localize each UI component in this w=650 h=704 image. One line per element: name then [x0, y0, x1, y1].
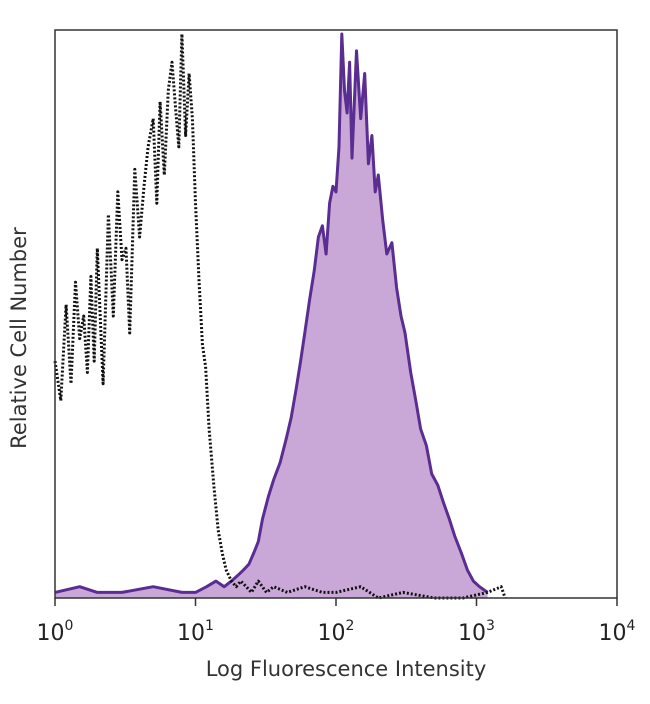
x-axis-tick-labels: 100 101 102 103 104: [37, 618, 636, 646]
x-tick-label: 102: [318, 618, 355, 646]
x-tick-label: 104: [599, 618, 636, 646]
y-axis-title: Relative Cell Number: [7, 227, 31, 449]
stained-population-fill: [55, 34, 488, 598]
x-axis-title: Log Fluorescence Intensity: [206, 657, 487, 681]
x-axis-ticks: [54, 598, 618, 606]
isotype-control-line: [53, 32, 507, 600]
x-tick-label: 101: [177, 618, 214, 646]
stained-population-outline: [54, 32, 489, 594]
x-tick-label: 103: [458, 618, 495, 646]
x-tick-label: 100: [37, 618, 74, 646]
plot-area: [53, 32, 507, 600]
